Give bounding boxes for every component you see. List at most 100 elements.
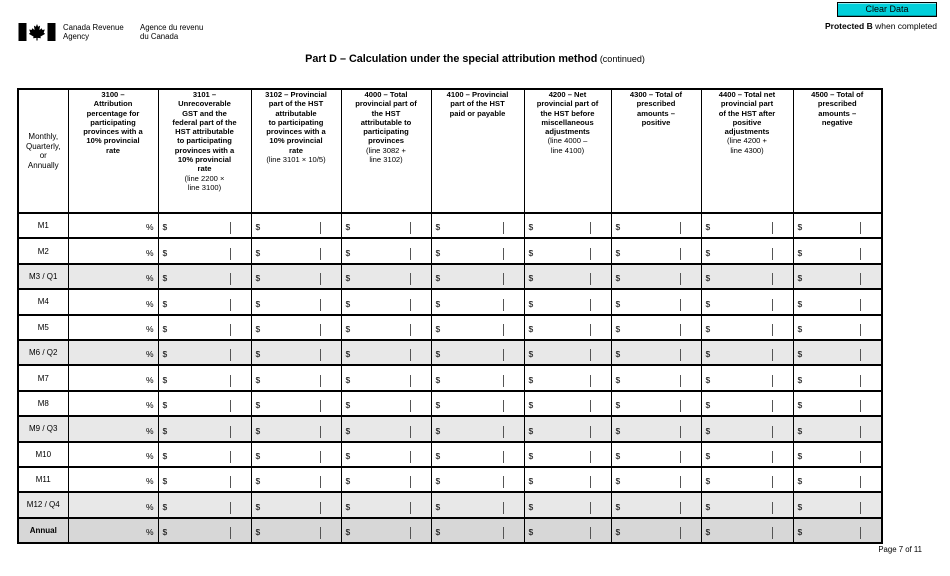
amount-field-4000[interactable]: $ bbox=[340, 237, 432, 265]
amount-field-4000[interactable]: $ bbox=[340, 491, 432, 519]
amount-field-4200[interactable]: $ bbox=[523, 262, 612, 291]
amount-field-4500[interactable]: $ bbox=[792, 237, 883, 265]
amount-field-4100[interactable]: $ bbox=[430, 389, 525, 418]
amount-field-3101[interactable]: $ bbox=[157, 364, 252, 392]
amount-field-3102[interactable]: $ bbox=[250, 313, 342, 341]
amount-field-3101[interactable]: $ bbox=[157, 288, 252, 316]
amount-field-3101[interactable]: $ bbox=[157, 211, 252, 240]
amount-field-4000[interactable]: $ bbox=[340, 262, 432, 291]
amount-field-4000[interactable]: $ bbox=[340, 288, 432, 316]
amount-field-4200[interactable]: $ bbox=[523, 338, 612, 367]
percent-field-3100[interactable]: % bbox=[67, 491, 159, 519]
amount-field-4500[interactable]: $ bbox=[792, 440, 883, 468]
amount-field-3101[interactable]: $ bbox=[157, 465, 252, 494]
amount-field-3101[interactable]: $ bbox=[157, 491, 252, 519]
amount-field-4200[interactable]: $ bbox=[523, 440, 612, 468]
amount-field-3101[interactable]: $ bbox=[157, 440, 252, 468]
amount-field-3102[interactable]: $ bbox=[250, 516, 342, 545]
amount-field-4100[interactable]: $ bbox=[430, 237, 525, 265]
amount-field-4200[interactable]: $ bbox=[523, 465, 612, 494]
percent-field-3100[interactable]: % bbox=[67, 364, 159, 392]
amount-field-3102[interactable]: $ bbox=[250, 211, 342, 240]
amount-field-4200[interactable]: $ bbox=[523, 364, 612, 392]
amount-field-4200[interactable]: $ bbox=[523, 211, 612, 240]
amount-field-4000[interactable]: $ bbox=[340, 313, 432, 341]
amount-field-4100[interactable]: $ bbox=[430, 338, 525, 367]
amount-field-3101[interactable]: $ bbox=[157, 516, 252, 545]
amount-field-4000[interactable]: $ bbox=[340, 516, 432, 545]
amount-field-4100[interactable]: $ bbox=[430, 262, 525, 291]
amount-field-4200[interactable]: $ bbox=[523, 415, 612, 443]
amount-field-4400[interactable]: $ bbox=[700, 440, 794, 468]
amount-field-4100[interactable]: $ bbox=[430, 288, 525, 316]
amount-field-4200[interactable]: $ bbox=[523, 313, 612, 341]
amount-field-4000[interactable]: $ bbox=[340, 415, 432, 443]
amount-field-4100[interactable]: $ bbox=[430, 516, 525, 545]
amount-field-3101[interactable]: $ bbox=[157, 415, 252, 443]
amount-field-3101[interactable]: $ bbox=[157, 262, 252, 291]
percent-field-3100[interactable]: % bbox=[67, 288, 159, 316]
amount-field-4200[interactable]: $ bbox=[523, 516, 612, 545]
amount-field-3101[interactable]: $ bbox=[157, 338, 252, 367]
amount-field-3102[interactable]: $ bbox=[250, 440, 342, 468]
amount-field-3102[interactable]: $ bbox=[250, 237, 342, 265]
amount-field-3102[interactable]: $ bbox=[250, 389, 342, 418]
amount-field-4500[interactable]: $ bbox=[792, 288, 883, 316]
percent-field-3100[interactable]: % bbox=[67, 211, 159, 240]
amount-field-3102[interactable]: $ bbox=[250, 491, 342, 519]
amount-field-4200[interactable]: $ bbox=[523, 389, 612, 418]
amount-field-4300[interactable]: $ bbox=[610, 491, 702, 519]
amount-field-4000[interactable]: $ bbox=[340, 338, 432, 367]
amount-field-4100[interactable]: $ bbox=[430, 415, 525, 443]
amount-field-4400[interactable]: $ bbox=[700, 364, 794, 392]
amount-field-4400[interactable]: $ bbox=[700, 389, 794, 418]
percent-field-3100[interactable]: % bbox=[67, 338, 159, 367]
percent-field-3100[interactable]: % bbox=[67, 237, 159, 265]
amount-field-4300[interactable]: $ bbox=[610, 262, 702, 291]
percent-field-3100[interactable]: % bbox=[67, 465, 159, 494]
amount-field-3102[interactable]: $ bbox=[250, 288, 342, 316]
amount-field-4000[interactable]: $ bbox=[340, 364, 432, 392]
amount-field-4300[interactable]: $ bbox=[610, 415, 702, 443]
amount-field-4500[interactable]: $ bbox=[792, 364, 883, 392]
percent-field-3100[interactable]: % bbox=[67, 415, 159, 443]
amount-field-4500[interactable]: $ bbox=[792, 338, 883, 367]
amount-field-4500[interactable]: $ bbox=[792, 491, 883, 519]
percent-field-3100[interactable]: % bbox=[67, 262, 159, 291]
amount-field-4100[interactable]: $ bbox=[430, 313, 525, 341]
percent-field-3100[interactable]: % bbox=[67, 516, 159, 545]
amount-field-4000[interactable]: $ bbox=[340, 440, 432, 468]
amount-field-4300[interactable]: $ bbox=[610, 440, 702, 468]
amount-field-4200[interactable]: $ bbox=[523, 491, 612, 519]
amount-field-4100[interactable]: $ bbox=[430, 211, 525, 240]
amount-field-4000[interactable]: $ bbox=[340, 211, 432, 240]
amount-field-4300[interactable]: $ bbox=[610, 288, 702, 316]
amount-field-4400[interactable]: $ bbox=[700, 491, 794, 519]
amount-field-4000[interactable]: $ bbox=[340, 465, 432, 494]
amount-field-4400[interactable]: $ bbox=[700, 465, 794, 494]
amount-field-4300[interactable]: $ bbox=[610, 465, 702, 494]
amount-field-3101[interactable]: $ bbox=[157, 313, 252, 341]
amount-field-4000[interactable]: $ bbox=[340, 389, 432, 418]
amount-field-3101[interactable]: $ bbox=[157, 237, 252, 265]
amount-field-4400[interactable]: $ bbox=[700, 237, 794, 265]
amount-field-4100[interactable]: $ bbox=[430, 364, 525, 392]
amount-field-4200[interactable]: $ bbox=[523, 288, 612, 316]
amount-field-4500[interactable]: $ bbox=[792, 262, 883, 291]
amount-field-4300[interactable]: $ bbox=[610, 389, 702, 418]
amount-field-3101[interactable]: $ bbox=[157, 389, 252, 418]
amount-field-3102[interactable]: $ bbox=[250, 415, 342, 443]
amount-field-4400[interactable]: $ bbox=[700, 211, 794, 240]
amount-field-4400[interactable]: $ bbox=[700, 313, 794, 341]
amount-field-3102[interactable]: $ bbox=[250, 262, 342, 291]
percent-field-3100[interactable]: % bbox=[67, 440, 159, 468]
amount-field-4500[interactable]: $ bbox=[792, 211, 883, 240]
amount-field-4500[interactable]: $ bbox=[792, 465, 883, 494]
amount-field-4100[interactable]: $ bbox=[430, 465, 525, 494]
amount-field-4100[interactable]: $ bbox=[430, 491, 525, 519]
amount-field-4500[interactable]: $ bbox=[792, 389, 883, 418]
amount-field-4300[interactable]: $ bbox=[610, 516, 702, 545]
amount-field-4200[interactable]: $ bbox=[523, 237, 612, 265]
amount-field-4500[interactable]: $ bbox=[792, 516, 883, 545]
amount-field-4300[interactable]: $ bbox=[610, 211, 702, 240]
